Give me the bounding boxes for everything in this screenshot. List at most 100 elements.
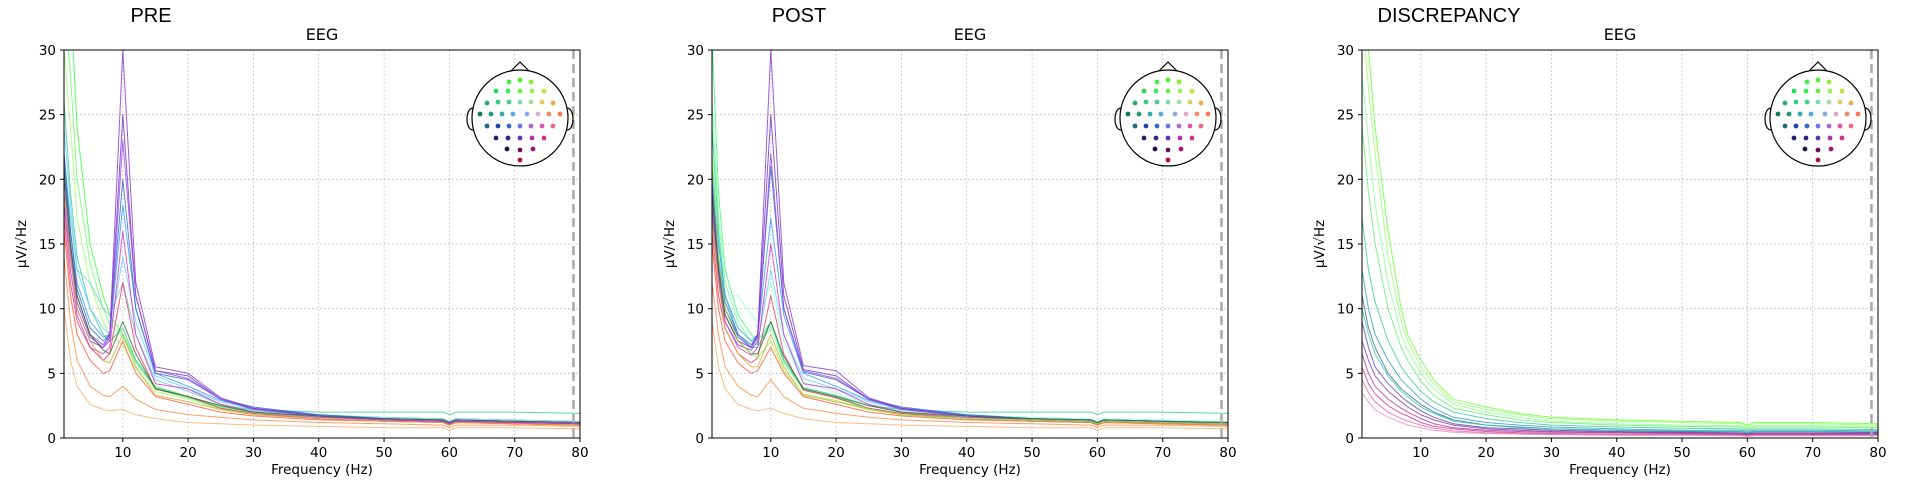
sensor-dot <box>550 100 556 106</box>
x-tick-label: 80 <box>1219 445 1236 461</box>
sensor-dot <box>484 100 490 106</box>
sensor-layout-inset <box>1114 61 1222 167</box>
sensor-dot <box>1132 123 1138 129</box>
psd-line <box>1362 353 1878 436</box>
sensor-dot <box>488 111 494 117</box>
y-tick-label: 20 <box>1337 172 1354 188</box>
x-tick-label: 10 <box>114 445 131 461</box>
sensor-dot <box>1187 99 1193 105</box>
sensor-dot <box>1189 135 1195 141</box>
psd-line <box>712 166 1228 423</box>
sensor-dot <box>506 99 512 105</box>
sensor-dot <box>1205 111 1211 117</box>
sensor-dot <box>1833 111 1839 117</box>
y-tick-label: 15 <box>39 237 56 253</box>
sensor-dot <box>1165 135 1171 141</box>
sensor-dot <box>504 146 510 152</box>
axes-title: EEG <box>1604 25 1637 44</box>
x-tick-label: 30 <box>245 445 262 461</box>
psd-line <box>64 153 580 422</box>
x-tick-label: 10 <box>1412 445 1429 461</box>
x-tick-label: 60 <box>1739 445 1756 461</box>
psd-line <box>64 153 580 423</box>
sensor-dot <box>1176 99 1182 105</box>
sensor-dot <box>529 135 535 141</box>
sensor-dot <box>1165 88 1171 94</box>
y-tick-label: 0 <box>47 431 56 447</box>
sensor-dot <box>1165 99 1171 105</box>
head-outline <box>1119 69 1217 167</box>
sensor-dot <box>1791 88 1797 94</box>
y-tick-label: 30 <box>687 43 704 59</box>
psd-line <box>1362 392 1878 437</box>
sensor-dot <box>1815 99 1821 105</box>
figure-suptitle: DISCREPANCY <box>1378 5 1521 27</box>
psd-line <box>64 166 580 423</box>
sensor-dot <box>1136 111 1142 117</box>
psd-line <box>712 165 1228 423</box>
sensor-dot <box>505 135 511 141</box>
x-tick-label: 10 <box>762 445 779 461</box>
psd-line <box>1362 75 1878 429</box>
sensor-dot <box>1826 79 1832 85</box>
y-axis-label: µV/√Hz <box>1312 220 1328 268</box>
y-tick-label: 10 <box>1337 302 1354 318</box>
x-tick-label: 70 <box>1154 445 1171 461</box>
x-tick-label: 50 <box>375 445 392 461</box>
sensor-dot <box>1837 99 1843 105</box>
sensor-dot <box>1176 123 1182 129</box>
sensor-dot <box>1141 135 1147 141</box>
psd-line <box>712 179 1228 423</box>
psd-line <box>1362 295 1878 434</box>
sensor-dot <box>1803 135 1809 141</box>
left-ear-outline <box>1114 107 1122 131</box>
sensor-dot <box>1815 123 1821 129</box>
sensor-dot <box>517 157 523 163</box>
sensor-dot <box>530 146 536 152</box>
sensor-dot <box>477 111 483 117</box>
psd-line <box>1362 127 1878 430</box>
sensor-dot <box>499 111 505 117</box>
sensor-dot <box>1152 146 1158 152</box>
head-outline <box>1769 69 1867 167</box>
sensor-dot <box>541 135 547 141</box>
x-tick-label: 20 <box>1478 445 1495 461</box>
sensor-dot <box>1125 111 1131 117</box>
sensor-dot <box>1189 88 1195 94</box>
psd-line <box>712 127 1228 416</box>
psd-line <box>64 308 580 431</box>
y-tick-label: 25 <box>687 108 704 124</box>
sensor-dot <box>1177 88 1183 94</box>
sensor-layout-inset <box>1764 61 1872 167</box>
axes-title: EEG <box>954 25 987 44</box>
psd-line <box>1367 50 1878 426</box>
eeg-panel-0: 10 20 30 40 50 60 70 80 0 5 10 15 20 25 30 PRE EEG Freque… <box>14 5 589 478</box>
sensor-dot <box>1165 147 1171 153</box>
sensor-dot <box>506 123 512 129</box>
sensor-dot <box>493 88 499 94</box>
nose-outline <box>510 61 530 72</box>
y-axis-label: µV/√Hz <box>662 220 678 268</box>
y-tick-label: 15 <box>1337 237 1354 253</box>
sensor-layout-inset <box>466 61 574 167</box>
sensor-dot <box>1141 88 1147 94</box>
y-tick-label: 5 <box>47 366 56 382</box>
sensor-dot <box>517 147 523 153</box>
y-tick-label: 0 <box>1345 431 1354 447</box>
sensor-dot <box>495 99 501 105</box>
sensor-dot <box>1132 100 1138 106</box>
sensor-dot <box>1183 111 1189 117</box>
eeg-panel-2: 10 20 30 40 50 60 70 80 0 5 10 15 20 25 30 DISCREPANCY E… <box>1312 5 1887 478</box>
sensor-dot <box>524 111 530 117</box>
axes-title: EEG <box>306 25 339 44</box>
x-axis-label: Frequency (Hz) <box>919 462 1021 478</box>
left-ear-outline <box>466 107 474 131</box>
sensor-dot <box>535 111 541 117</box>
sensor-dot <box>1786 111 1792 117</box>
sensor-dot <box>1158 111 1164 117</box>
sensor-dot <box>528 99 534 105</box>
left-ear-outline <box>1764 107 1772 131</box>
y-tick-label: 30 <box>1337 43 1354 59</box>
x-tick-label: 30 <box>1543 445 1560 461</box>
sensor-dot <box>1154 79 1160 85</box>
